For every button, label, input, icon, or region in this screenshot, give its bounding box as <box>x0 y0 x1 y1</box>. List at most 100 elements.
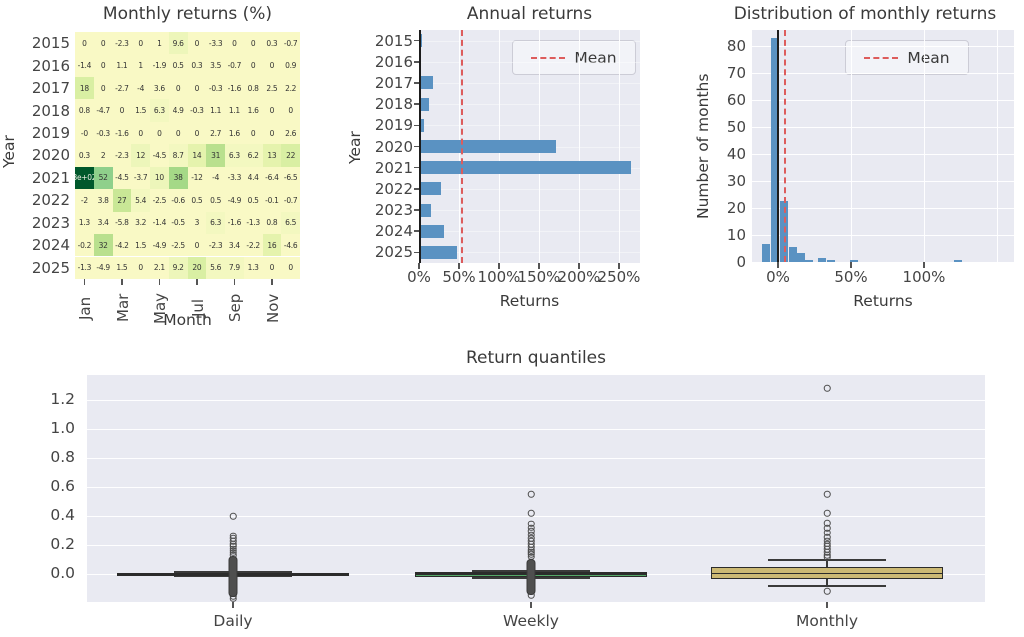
heatmap-cell: -2.3 <box>112 144 132 167</box>
x-tick-label: 100% <box>902 268 946 286</box>
gridline-horizontal <box>419 104 640 106</box>
heatmap-cell: 0 <box>281 256 300 279</box>
x-tick-label: 50% <box>834 268 868 286</box>
histogram-bar <box>771 37 780 262</box>
heatmap-cell: -0.7 <box>225 54 244 77</box>
heatmap-cell: 1.3 <box>243 256 263 279</box>
heatmap-cell: -3.7 <box>131 166 150 190</box>
y-tick-label: 80 <box>726 37 746 55</box>
heatmap-cell: 22 <box>281 144 300 167</box>
heatmap-cell: -0.3 <box>206 76 225 100</box>
heatmap-month-tick-mark <box>196 279 198 285</box>
y-tick-mark <box>413 251 419 254</box>
gridline-horizontal <box>752 208 1014 209</box>
median-line <box>712 572 942 575</box>
heatmap-cell: 0 <box>281 99 300 122</box>
mean-line <box>783 30 786 262</box>
heatmap-cell: -4.5 <box>112 166 132 190</box>
heatmap-cell: -12 <box>187 166 207 190</box>
heatmap-month-tick-label: Nov <box>263 293 282 323</box>
outlier-point <box>823 509 831 517</box>
annual-returns-title: Annual returns <box>466 4 593 24</box>
heatmap-cell: -4.6 <box>281 234 300 257</box>
y-tick-label: 30 <box>726 172 746 190</box>
heatmap-cell: 2.7 <box>206 121 225 145</box>
x-tick-label: 100% <box>477 268 521 286</box>
heatmap-cell: 20 <box>187 256 207 279</box>
heatmap-cell: 0 <box>187 32 207 55</box>
year-tick-label: 2019 <box>374 116 413 135</box>
heatmap-cell: -2.3 <box>206 234 225 257</box>
heatmap-cell: -6.5 <box>281 166 300 190</box>
y-tick-mark <box>413 82 419 84</box>
y-tick-label: 1.2 <box>50 390 75 408</box>
heatmap-year-tick-label: 2019 <box>31 124 70 143</box>
heatmap-cell: 18 <box>75 76 94 100</box>
annual-return-bar <box>419 97 430 111</box>
x-tick-mark <box>538 263 540 269</box>
year-tick-label: 2022 <box>374 179 413 198</box>
heatmap-cell: 0 <box>187 234 207 257</box>
mean-line-sample <box>864 56 899 59</box>
heatmap-cell: 2.1 <box>150 256 169 279</box>
histogram-bar <box>826 260 835 262</box>
y-tick-label: 0.6 <box>50 477 75 495</box>
annual-return-bar <box>419 76 434 90</box>
heatmap-cell: 0 <box>131 256 150 279</box>
gridline-vertical <box>851 30 852 262</box>
heatmap-cell: -1.9 <box>150 54 169 77</box>
annual-returns-xlabel: Returns <box>499 292 560 310</box>
year-tick-label: 2015 <box>374 31 413 50</box>
y-tick-mark <box>413 209 419 211</box>
y-tick-mark <box>413 230 419 232</box>
heatmap-cell: 9.6 <box>168 32 188 55</box>
heatmap-cell: -4.9 <box>150 234 169 257</box>
gridline-horizontal <box>87 429 985 430</box>
x-tick-label: 150% <box>517 268 561 286</box>
y-tick-label: 20 <box>726 199 746 217</box>
heatmap-year-tick-label: 2021 <box>31 168 70 187</box>
heatmap-cell: 0 <box>93 54 113 77</box>
histogram-bar <box>762 244 771 262</box>
heatmap-year-tick-label: 2017 <box>31 79 70 98</box>
heatmap-cell: -1.6 <box>112 121 132 145</box>
gridline-vertical <box>924 30 925 262</box>
heatmap-cell: 0 <box>168 121 188 145</box>
annual-return-bar <box>419 34 422 48</box>
heatmap-year-tick-label: 2016 <box>31 56 70 75</box>
heatmap-cell: -4.7 <box>93 99 113 122</box>
heatmap-cell: 2.2 <box>281 76 300 100</box>
gridline-horizontal <box>752 154 1014 155</box>
heatmap-cell: 0.8 <box>262 211 282 235</box>
outlier-point <box>823 385 831 392</box>
heatmap-cell: 3.2 <box>131 211 150 235</box>
heatmap-cell: 0 <box>262 54 282 77</box>
gridline-horizontal <box>752 181 1014 182</box>
heatmap-cell: -4 <box>206 166 225 190</box>
heatmap-cell: 6.3 <box>206 211 225 235</box>
heatmap-cell: 3.5 <box>206 54 225 77</box>
y-tick-label: 0 <box>736 253 746 271</box>
x-tick-mark <box>232 602 234 608</box>
year-tick-label: 2018 <box>374 95 413 114</box>
gridline-horizontal <box>87 516 985 517</box>
heatmap-cell: -0.7 <box>281 32 300 55</box>
year-tick-label: 2020 <box>374 137 413 156</box>
heatmap-cell: -4.2 <box>112 234 132 257</box>
gridline-horizontal <box>419 252 640 254</box>
heatmap-cell: 1.6 <box>243 99 263 122</box>
heatmap-cell: -1.6 <box>225 211 244 235</box>
heatmap-cell: 1.5 <box>131 99 150 122</box>
gridline-horizontal <box>752 127 1014 128</box>
heatmap-cell: 0 <box>262 256 282 279</box>
heatmap-cell: -0.6 <box>168 189 188 212</box>
mean-line-sample <box>531 56 566 59</box>
gridline-horizontal <box>419 210 640 212</box>
heatmap-cell: 8.7 <box>168 144 188 167</box>
y-tick-label: 10 <box>726 226 746 244</box>
heatmap-month-tick-mark <box>271 279 273 285</box>
gridline-horizontal <box>419 61 640 63</box>
heatmap-cell: 0 <box>131 32 150 55</box>
heatmap-cell: -4 <box>131 76 150 100</box>
